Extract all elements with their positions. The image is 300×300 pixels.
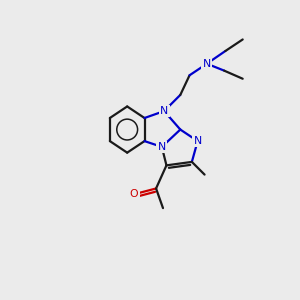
Text: N: N	[160, 106, 168, 116]
Text: N: N	[203, 59, 211, 69]
Text: O: O	[130, 189, 138, 199]
Text: N: N	[158, 142, 166, 152]
Text: N: N	[194, 136, 202, 146]
